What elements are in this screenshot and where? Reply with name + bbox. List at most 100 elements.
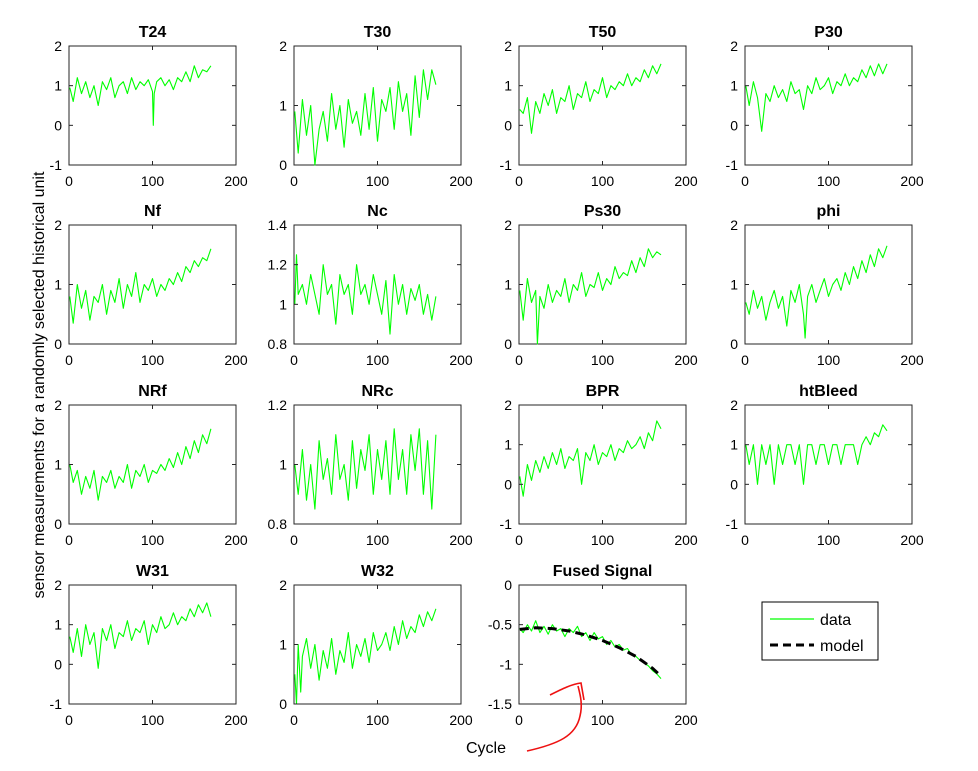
series-data-line: [519, 248, 662, 345]
series-data-line: [69, 602, 212, 669]
x-tick-label: 100: [141, 352, 165, 368]
x-tick-label: 100: [141, 173, 165, 189]
x-tick-label: 200: [224, 712, 248, 728]
y-tick-label: 2: [730, 38, 738, 54]
series-data-line: [69, 428, 212, 501]
axes-box: [518, 584, 687, 705]
y-tick-label: 0: [504, 336, 512, 352]
subplot-nrc: 0 100 200 0.8 1 1.2 NRc: [268, 383, 473, 548]
y-tick-label: 2: [54, 397, 62, 413]
arrow-shaft: [526, 685, 583, 752]
y-tick-label: 1: [504, 437, 512, 453]
y-tick-label: 0: [730, 117, 738, 133]
subplot-title: T24: [139, 24, 167, 41]
x-tick-label: 100: [591, 712, 615, 728]
series-data-line: [294, 428, 437, 510]
y-tick-label: 0: [504, 117, 512, 133]
x-tick-label: 100: [817, 173, 841, 189]
series-data-line: [519, 420, 662, 497]
y-tick-label: 1: [504, 277, 512, 293]
y-tick-label: 1.4: [268, 217, 288, 233]
x-tick-label: 100: [141, 712, 165, 728]
legend: data model: [761, 601, 879, 661]
y-tick-label: 0: [54, 516, 62, 532]
y-tick-label: 1: [279, 637, 287, 653]
y-tick-label: 0: [730, 476, 738, 492]
y-tick-label: 0.8: [268, 516, 288, 532]
x-tick-label: 100: [591, 532, 615, 548]
y-tick-label: 1: [279, 296, 287, 312]
subplot-title: Ps30: [584, 203, 621, 220]
y-tick-label: 1: [54, 617, 62, 633]
axes-box: [293, 404, 462, 525]
x-tick-label: 0: [515, 532, 523, 548]
axes-box: [518, 404, 687, 525]
y-tick-label: 2: [279, 577, 287, 593]
subplot-title: htBleed: [799, 383, 858, 400]
axes-box: [68, 224, 237, 345]
x-tick-label: 0: [515, 352, 523, 368]
x-tick-label: 200: [900, 532, 924, 548]
axes-box: [744, 45, 913, 166]
y-tick-label: 0: [504, 577, 512, 593]
axes-box: [744, 224, 913, 345]
x-tick-label: 0: [290, 352, 298, 368]
x-tick-label: 200: [674, 352, 698, 368]
x-tick-label: 0: [65, 712, 73, 728]
y-tick-label: 1: [730, 78, 738, 94]
axes-box: [68, 404, 237, 525]
y-tick-label: -1: [50, 696, 63, 712]
y-tick-label: 2: [54, 38, 62, 54]
x-tick-label: 100: [817, 532, 841, 548]
x-tick-label: 100: [366, 173, 390, 189]
y-tick-label: -1: [726, 516, 739, 532]
x-tick-label: 200: [674, 532, 698, 548]
x-tick-label: 200: [224, 352, 248, 368]
y-tick-label: 1: [279, 457, 287, 473]
subplot-fused-signal: 0 100 200 -1.5 -1 -0.5 0 Fused Signal: [488, 563, 698, 728]
axes-box: [518, 224, 687, 345]
y-tick-label: -1: [726, 157, 739, 173]
series-model-line: [519, 626, 663, 678]
y-tick-label: 2: [504, 38, 512, 54]
y-tick-label: 1: [54, 277, 62, 293]
y-axis-label: sensor measurements for a randomly selec…: [31, 171, 48, 598]
x-tick-label: 200: [224, 173, 248, 189]
subplot-title: Fused Signal: [553, 563, 653, 580]
series-data-line: [294, 254, 437, 335]
subplot-title: NRc: [361, 383, 393, 400]
x-tick-label: 200: [449, 712, 473, 728]
y-tick-label: 2: [54, 217, 62, 233]
x-tick-label: 0: [290, 532, 298, 548]
x-tick-label: 0: [515, 173, 523, 189]
series-data-line: [745, 245, 888, 339]
y-tick-label: 1.2: [268, 397, 288, 413]
series-data-line: [69, 65, 212, 126]
x-tick-label: 100: [366, 352, 390, 368]
arrow-head: [549, 682, 585, 701]
axes-box: [293, 45, 462, 166]
x-tick-label: 200: [449, 532, 473, 548]
x-tick-label: 100: [591, 352, 615, 368]
y-tick-label: 1: [54, 78, 62, 94]
y-tick-label: 0: [504, 476, 512, 492]
axes-box: [518, 45, 687, 166]
x-tick-label: 200: [449, 173, 473, 189]
x-axis-label: Cycle: [466, 740, 506, 757]
y-tick-label: 0: [54, 117, 62, 133]
subplot-nrf: 0 100 200 0 1 2 NRf: [54, 383, 248, 548]
x-tick-label: 0: [290, 712, 298, 728]
x-tick-label: 100: [817, 352, 841, 368]
x-tick-label: 200: [900, 173, 924, 189]
x-tick-label: 200: [674, 173, 698, 189]
subplot-title: NRf: [138, 383, 167, 400]
x-tick-label: 0: [65, 352, 73, 368]
axes-box: [293, 584, 462, 705]
subplot-ps30: 0 100 200 0 1 2 Ps30: [504, 203, 698, 368]
y-tick-label: 0.8: [268, 336, 288, 352]
subplot-title: P30: [814, 24, 843, 41]
